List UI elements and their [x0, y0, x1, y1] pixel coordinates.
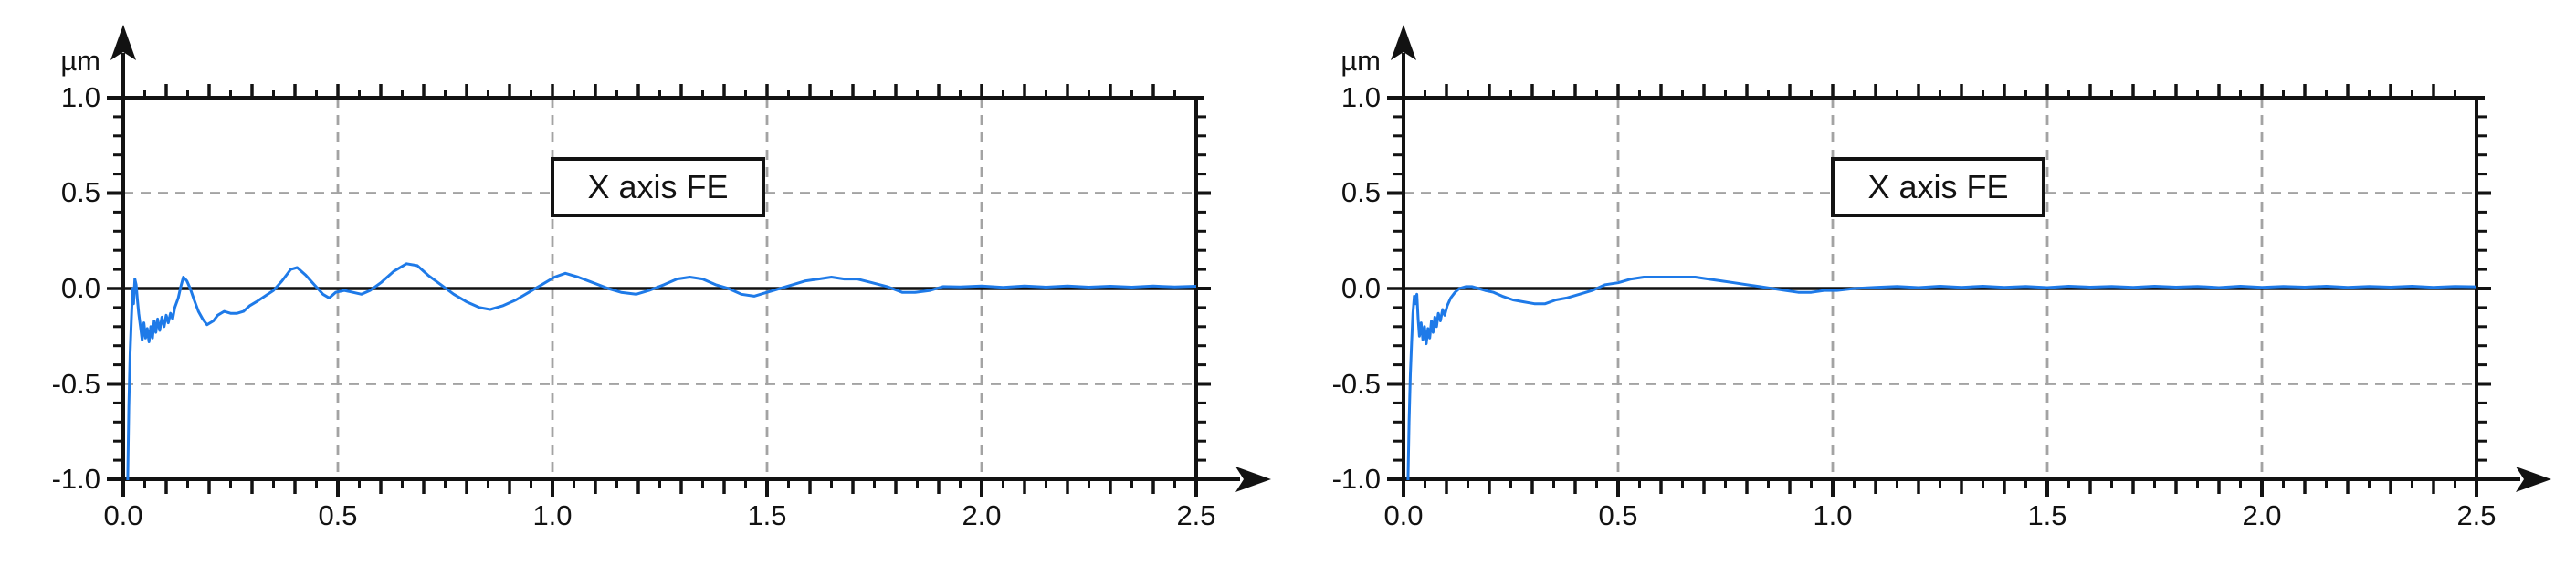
axes — [107, 25, 1271, 492]
x-tick-label: 2.0 — [962, 499, 1002, 531]
y-tick-label: 0.0 — [60, 272, 100, 304]
chart-x-axis-fe-right: µm 1.0 0.5 0.0 -0.5 -1.0 0.0 0.5 1.0 1.5… — [1280, 0, 2568, 577]
x-tick-label: 0.5 — [1598, 499, 1638, 531]
x-tick-label: 0.0 — [1383, 499, 1424, 531]
x-tick-label: 2.0 — [2242, 499, 2282, 531]
x-tick-label: 1.0 — [1813, 499, 1853, 531]
series-label: X axis FE — [1867, 168, 2009, 205]
tick-marks — [1387, 84, 2491, 497]
y-axis-arrow-icon — [1391, 25, 1416, 60]
x-tick-label: 1.5 — [2027, 499, 2067, 531]
y-tick-label: -0.5 — [1331, 368, 1381, 400]
y-axis-arrow-icon — [110, 25, 136, 60]
y-axis-unit-label: µm — [1341, 45, 1381, 77]
series-label: X axis FE — [587, 168, 729, 205]
data-curve-x-axis-following-error — [126, 262, 1196, 480]
x-tick-label: 2.5 — [1176, 499, 1216, 531]
plot-area-canvas — [1387, 25, 2551, 497]
y-tick-label: -1.0 — [1331, 463, 1381, 495]
y-tick-label: -0.5 — [51, 368, 100, 400]
chart-x-axis-fe-left: µm 1.0 0.5 0.0 -0.5 -1.0 0.0 0.5 1.0 1.5… — [51, 25, 1271, 531]
x-tick-label: 1.5 — [747, 499, 787, 531]
data-curve-x-axis-following-error — [1406, 276, 2476, 480]
tick-marks — [107, 84, 1211, 497]
series-group — [1406, 276, 2476, 480]
y-tick-label: -1.0 — [51, 463, 100, 495]
x-tick-label: 0.0 — [103, 499, 143, 531]
x-axis-arrow-icon — [1235, 467, 1271, 492]
axes — [1387, 25, 2551, 492]
series-group — [126, 262, 1196, 480]
y-tick-label: 0.0 — [1341, 272, 1381, 304]
y-axis-unit-label: µm — [60, 45, 100, 77]
series-label-box: X axis FE — [1831, 157, 2045, 217]
y-tick-label: 0.5 — [60, 176, 100, 208]
x-tick-label: 1.0 — [532, 499, 573, 531]
x-tick-label: 0.5 — [318, 499, 358, 531]
y-tick-label: 1.0 — [1341, 81, 1381, 113]
y-tick-label: 0.5 — [1341, 176, 1381, 208]
x-axis-arrow-icon — [2516, 467, 2551, 492]
plot-area-canvas — [107, 25, 1271, 497]
y-tick-label: 1.0 — [60, 81, 100, 113]
x-tick-label: 2.5 — [2456, 499, 2497, 531]
series-label-box: X axis FE — [551, 157, 765, 217]
